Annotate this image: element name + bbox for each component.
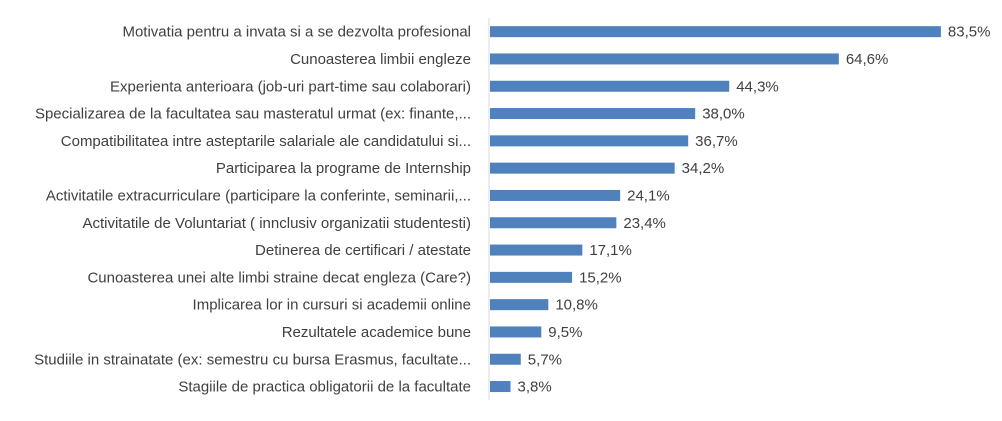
bars [490, 26, 941, 393]
bar [490, 353, 521, 365]
data-label: 17,1% [589, 242, 632, 259]
bar [490, 326, 542, 338]
bar [490, 80, 730, 92]
data-label: 9,5% [548, 324, 582, 341]
data-labels: 83,5% 64,6% 44,3% 38,0% 36,7% 34,2% 24,1% 23,4%… [518, 24, 991, 396]
data-label: 10,8% [555, 297, 598, 314]
bar [490, 271, 573, 283]
category-label: Detinerea de certificari / atestate [255, 242, 471, 259]
data-label: 15,2% [579, 269, 622, 286]
data-label: 3,8% [518, 379, 552, 396]
category-label: Cunoasterea unei alte limbi straine deca… [87, 269, 471, 286]
category-labels: Motivatia pentru a invata si a se dezvol… [34, 24, 471, 396]
category-label: Rezultatele academice bune [282, 324, 471, 341]
category-label: Specializarea de la facultatea sau maste… [35, 106, 471, 123]
category-label: Implicarea lor in cursuri si academii on… [193, 297, 471, 314]
bar [490, 53, 839, 65]
category-label: Activitatile de Voluntariat ( innclusiv … [82, 215, 471, 232]
bar [490, 162, 675, 174]
data-label: 83,5% [948, 24, 991, 41]
data-label: 36,7% [695, 133, 738, 150]
bar [490, 299, 549, 311]
data-label: 38,0% [702, 106, 745, 123]
bar [490, 244, 583, 256]
category-label: Participarea la programe de Internship [216, 160, 471, 177]
data-label: 64,6% [846, 51, 889, 68]
bar [490, 217, 617, 229]
data-label: 5,7% [528, 351, 562, 368]
data-label: 23,4% [623, 215, 666, 232]
category-label: Cunoasterea limbii engleze [290, 51, 471, 68]
category-label: Stagiile de practica obligatorii de la f… [178, 379, 471, 396]
bar [490, 108, 696, 120]
category-label: Activitatile extracurriculare (participa… [46, 187, 471, 204]
data-label: 24,1% [627, 187, 670, 204]
category-label: Motivatia pentru a invata si a se dezvol… [122, 24, 471, 41]
bar [490, 381, 511, 393]
category-label: Studiile in strainatate (ex: semestru cu… [34, 351, 471, 368]
category-label: Compatibilitatea intre asteptarile salar… [61, 133, 471, 150]
bar [490, 26, 941, 38]
data-label: 34,2% [682, 160, 725, 177]
category-label: Experienta anterioara (job-uri part-time… [110, 78, 471, 95]
bar [490, 135, 689, 147]
bar [490, 189, 621, 201]
data-label: 44,3% [736, 78, 779, 95]
